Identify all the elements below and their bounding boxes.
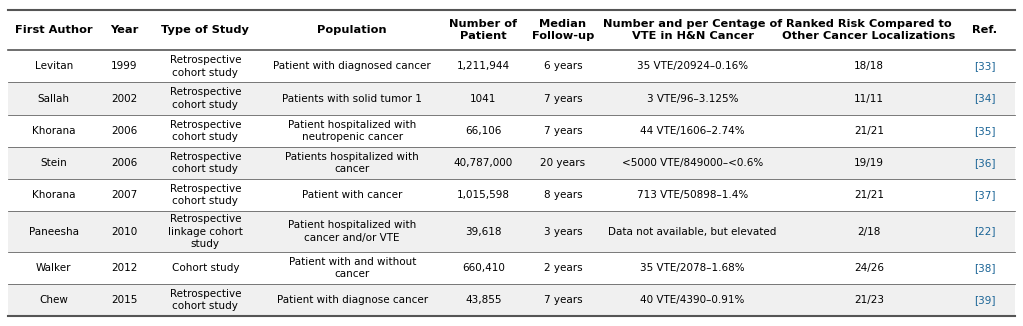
Text: Population: Population (317, 25, 387, 35)
Text: [34]: [34] (974, 94, 995, 104)
Text: Number of
Patient: Number of Patient (449, 19, 518, 41)
Text: 2 years: 2 years (543, 263, 582, 273)
Text: <5000 VTE/849000–<0.6%: <5000 VTE/849000–<0.6% (622, 158, 763, 168)
Text: Year: Year (110, 25, 138, 35)
Text: 660,410: 660,410 (462, 263, 505, 273)
Text: Khorana: Khorana (32, 126, 76, 136)
Text: 40,787,000: 40,787,000 (454, 158, 514, 168)
Text: Patient with and without
cancer: Patient with and without cancer (288, 257, 416, 279)
Text: 44 VTE/1606–2.74%: 44 VTE/1606–2.74% (640, 126, 745, 136)
Text: 2002: 2002 (112, 94, 137, 104)
Text: 2006: 2006 (112, 126, 137, 136)
Text: 3 VTE/96–3.125%: 3 VTE/96–3.125% (647, 94, 739, 104)
Text: Walker: Walker (36, 263, 72, 273)
Text: 40 VTE/4390–0.91%: 40 VTE/4390–0.91% (640, 295, 745, 305)
Text: Patients hospitalized with
cancer: Patients hospitalized with cancer (285, 152, 419, 174)
Text: 20 years: 20 years (540, 158, 585, 168)
Text: Ref.: Ref. (972, 25, 997, 35)
Text: Chew: Chew (40, 295, 69, 305)
Text: 2/18: 2/18 (857, 227, 881, 237)
Text: Type of Study: Type of Study (162, 25, 250, 35)
Bar (8, 211, 1015, 252)
Text: 2015: 2015 (112, 295, 138, 305)
Text: Khorana: Khorana (32, 190, 76, 200)
Text: 6 years: 6 years (543, 61, 582, 71)
Text: 24/26: 24/26 (854, 263, 884, 273)
Text: Stein: Stein (41, 158, 68, 168)
Text: Retrospective
linkage cohort
study: Retrospective linkage cohort study (168, 214, 242, 249)
Bar (8, 147, 1015, 179)
Text: [39]: [39] (974, 295, 995, 305)
Text: [38]: [38] (974, 263, 995, 273)
Text: Number and per Centage of
VTE in H&N Cancer: Number and per Centage of VTE in H&N Can… (603, 19, 783, 41)
Text: 2012: 2012 (112, 263, 138, 273)
Text: Patient hospitalized with
cancer and/or VTE: Patient hospitalized with cancer and/or … (288, 220, 416, 243)
Text: Paneesha: Paneesha (29, 227, 79, 237)
Text: 2007: 2007 (112, 190, 137, 200)
Text: 43,855: 43,855 (465, 295, 501, 305)
Text: Patient with cancer: Patient with cancer (302, 190, 402, 200)
Text: 35 VTE/2078–1.68%: 35 VTE/2078–1.68% (640, 263, 745, 273)
Bar (8, 50, 1015, 82)
Text: Retrospective
cohort study: Retrospective cohort study (170, 152, 241, 174)
Text: 3 years: 3 years (543, 227, 582, 237)
Text: Median
Follow-up: Median Follow-up (532, 19, 594, 41)
Text: Retrospective
cohort study: Retrospective cohort study (170, 55, 241, 78)
Text: 2006: 2006 (112, 158, 137, 168)
Text: 21/23: 21/23 (854, 295, 884, 305)
Text: Patients with solid tumor 1: Patients with solid tumor 1 (282, 94, 422, 104)
Text: Patient hospitalized with
neutropenic cancer: Patient hospitalized with neutropenic ca… (288, 120, 416, 142)
Text: Sallah: Sallah (38, 94, 70, 104)
Text: [37]: [37] (974, 190, 995, 200)
Text: 1041: 1041 (471, 94, 497, 104)
Bar (8, 82, 1015, 115)
Text: Ranked Risk Compared to
Other Cancer Localizations: Ranked Risk Compared to Other Cancer Loc… (783, 19, 955, 41)
Text: Patient with diagnose cancer: Patient with diagnose cancer (276, 295, 428, 305)
Text: Retrospective
cohort study: Retrospective cohort study (170, 120, 241, 142)
Bar (8, 179, 1015, 211)
Text: 35 VTE/20924–0.16%: 35 VTE/20924–0.16% (637, 61, 748, 71)
Text: 19/19: 19/19 (854, 158, 884, 168)
Text: Retrospective
cohort study: Retrospective cohort study (170, 184, 241, 206)
Bar (8, 115, 1015, 147)
Text: Patient with diagnosed cancer: Patient with diagnosed cancer (273, 61, 431, 71)
Text: Retrospective
cohort study: Retrospective cohort study (170, 289, 241, 311)
Text: First Author: First Author (15, 25, 93, 35)
Text: 8 years: 8 years (543, 190, 582, 200)
Bar (8, 284, 1015, 316)
Text: Retrospective
cohort study: Retrospective cohort study (170, 87, 241, 110)
Text: 713 VTE/50898–1.4%: 713 VTE/50898–1.4% (637, 190, 748, 200)
Text: Data not available, but elevated: Data not available, but elevated (609, 227, 776, 237)
Bar (8, 252, 1015, 284)
Text: [22]: [22] (974, 227, 995, 237)
Text: 7 years: 7 years (543, 94, 582, 104)
Text: 1,211,944: 1,211,944 (457, 61, 510, 71)
Text: 7 years: 7 years (543, 126, 582, 136)
Text: Levitan: Levitan (35, 61, 73, 71)
Text: 7 years: 7 years (543, 295, 582, 305)
Text: 39,618: 39,618 (465, 227, 501, 237)
Text: 21/21: 21/21 (854, 190, 884, 200)
Text: 1999: 1999 (112, 61, 138, 71)
Text: [33]: [33] (974, 61, 995, 71)
Text: 1,015,598: 1,015,598 (457, 190, 510, 200)
Text: [35]: [35] (974, 126, 995, 136)
Text: [36]: [36] (974, 158, 995, 168)
Text: 11/11: 11/11 (854, 94, 884, 104)
Text: 21/21: 21/21 (854, 126, 884, 136)
Text: 2010: 2010 (112, 227, 137, 237)
Text: 18/18: 18/18 (854, 61, 884, 71)
Text: Cohort study: Cohort study (172, 263, 239, 273)
Text: 66,106: 66,106 (465, 126, 501, 136)
